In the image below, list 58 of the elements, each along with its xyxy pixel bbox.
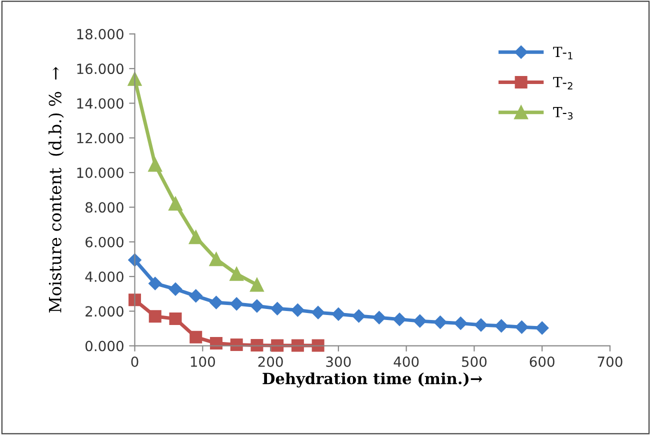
point bbox=[372, 310, 386, 324]
point bbox=[474, 318, 488, 332]
y-tick-label: 4.000 bbox=[85, 271, 124, 282]
point bbox=[230, 266, 244, 281]
point bbox=[168, 196, 182, 211]
point bbox=[168, 282, 182, 296]
y-tick-label: 8.000 bbox=[86, 202, 124, 213]
y-axis-title: Moisture content (d.b.) % → bbox=[48, 67, 64, 312]
x-tick-label: 200 bbox=[258, 356, 283, 367]
x-tick-label: 500 bbox=[462, 356, 487, 367]
x-tick-label: 300 bbox=[326, 356, 351, 367]
point bbox=[230, 338, 243, 352]
point bbox=[270, 302, 284, 316]
point bbox=[250, 339, 264, 352]
point bbox=[291, 304, 304, 317]
point bbox=[291, 339, 304, 352]
y-tick-label: 2.000 bbox=[86, 306, 124, 317]
x-tick-label: 400 bbox=[394, 356, 419, 367]
point bbox=[148, 276, 162, 290]
y-tick-label: 0.000 bbox=[85, 340, 124, 352]
point bbox=[434, 316, 447, 329]
point bbox=[413, 314, 426, 328]
x-tick-label: 0 bbox=[131, 356, 138, 367]
point bbox=[189, 289, 202, 303]
y-tick-label: 16.000 bbox=[77, 64, 124, 74]
y-tick-label: 6.000 bbox=[86, 236, 124, 248]
y-tick-label: 18.000 bbox=[77, 28, 124, 40]
point bbox=[148, 310, 162, 323]
point bbox=[352, 309, 366, 323]
x-tick-label: 700 bbox=[598, 356, 622, 367]
point bbox=[230, 297, 244, 310]
x-tick-label: 100 bbox=[190, 356, 215, 367]
point bbox=[312, 339, 324, 352]
x-tick-label: 600 bbox=[530, 356, 554, 367]
point bbox=[392, 312, 406, 326]
point bbox=[515, 320, 528, 334]
point bbox=[536, 321, 549, 335]
point bbox=[188, 230, 203, 244]
point bbox=[209, 252, 224, 266]
y-tick-label: 12.000 bbox=[77, 132, 124, 144]
point bbox=[311, 306, 325, 320]
point bbox=[250, 278, 264, 292]
point bbox=[210, 336, 222, 350]
point bbox=[190, 330, 202, 344]
y-tick-label: 14.000 bbox=[77, 98, 124, 109]
y-tick-label: 10.000 bbox=[77, 168, 124, 178]
point bbox=[494, 319, 508, 332]
point bbox=[271, 339, 284, 352]
point bbox=[454, 316, 468, 330]
point bbox=[332, 308, 346, 321]
x-axis-title: Dehydration time (min.)→ bbox=[262, 372, 482, 388]
point bbox=[148, 158, 162, 172]
legend-label: T-$_{1}$ bbox=[553, 46, 572, 60]
point bbox=[250, 299, 264, 313]
point bbox=[169, 312, 182, 326]
legend-label: T-$_{3}$ bbox=[553, 107, 573, 120]
legend-label: T-$_{2}$ bbox=[553, 76, 572, 90]
point bbox=[210, 296, 223, 310]
